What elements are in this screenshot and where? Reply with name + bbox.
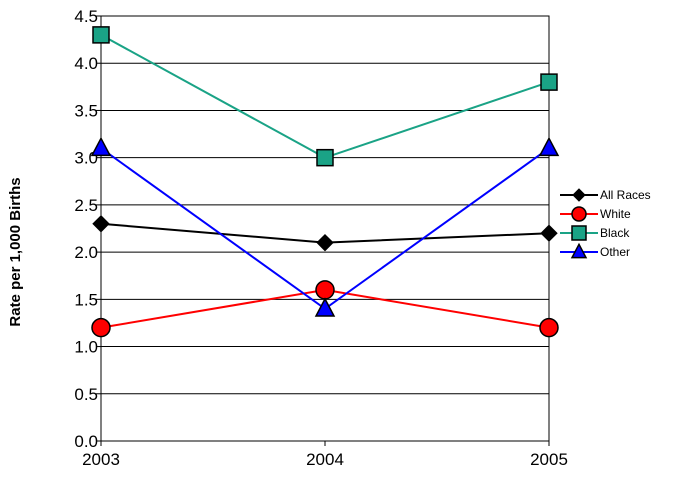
legend-item-other: Other — [560, 242, 630, 259]
x-tick-label: 2003 — [82, 450, 120, 469]
legend-marker-all-races — [572, 188, 586, 202]
legend-label: White — [600, 207, 631, 221]
series-line-black — [100, 34, 550, 159]
legend-item-white: White — [560, 206, 631, 222]
y-tick-label: 4.5 — [74, 7, 98, 26]
data-point-white — [539, 317, 559, 338]
data-point-other — [314, 297, 336, 317]
legend-marker-white — [571, 206, 587, 222]
axes: 0.0 0.5 1.0 1.5 2.0 2.5 3.0 3.5 4.0 4.5 2003 2004 20… — [74, 7, 568, 469]
series-white — [91, 280, 559, 338]
series-black — [92, 26, 558, 167]
y-tick-label: 1.5 — [74, 290, 98, 309]
data-point-black — [316, 148, 334, 167]
legend-label: Other — [600, 245, 630, 259]
y-tick-label: 0.5 — [74, 385, 98, 404]
data-point-white — [91, 317, 111, 338]
x-tick-label: 2004 — [306, 450, 344, 469]
data-point-all-races — [540, 224, 558, 242]
x-tick-label: 2005 — [530, 450, 568, 469]
legend-marker-black — [571, 225, 587, 241]
y-tick-label: 3.0 — [74, 149, 98, 168]
series-all-races — [92, 215, 558, 252]
legend-label: All Races — [600, 188, 651, 202]
legend: All Races White Black Other — [560, 188, 651, 259]
legend-item-all-races: All Races — [560, 188, 651, 202]
data-point-black — [540, 73, 558, 91]
y-tick-label: 1.0 — [74, 338, 98, 357]
data-point-all-races — [316, 233, 334, 252]
data-point-white — [315, 280, 335, 300]
y-tick-label: 2.0 — [74, 243, 98, 262]
series-other — [90, 136, 560, 317]
data-point-other — [90, 136, 112, 157]
legend-marker-other — [570, 242, 588, 259]
y-axis-label: Rate per 1,000 Births — [7, 177, 24, 326]
data-point-all-races — [92, 215, 110, 233]
y-tick-label: 4.0 — [74, 54, 98, 73]
data-point-black — [92, 26, 110, 44]
legend-item-black: Black — [560, 225, 630, 241]
y-tick-label: 2.5 — [74, 196, 98, 215]
data-point-other — [538, 136, 560, 157]
y-tick-label: 0.0 — [74, 432, 98, 451]
legend-label: Black — [600, 226, 630, 240]
y-tick-label: 3.5 — [74, 101, 98, 120]
series — [90, 26, 560, 338]
